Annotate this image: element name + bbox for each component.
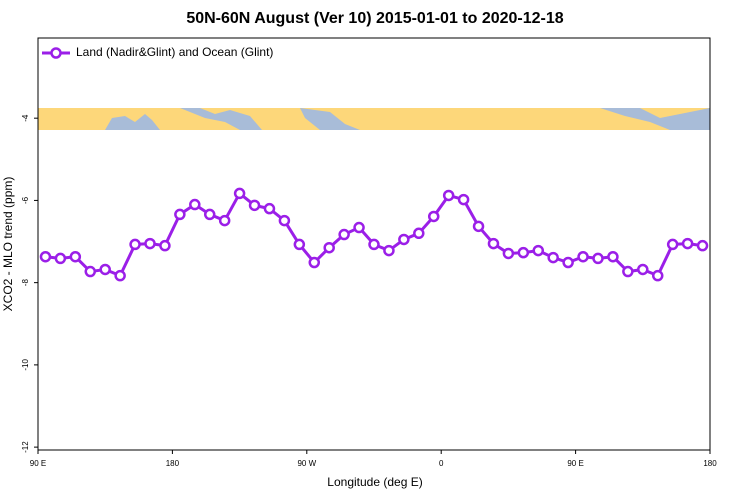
data-point	[293, 238, 306, 251]
series-line	[45, 191, 703, 278]
data-point	[681, 237, 694, 250]
data-point	[308, 256, 321, 269]
data-point	[577, 250, 589, 263]
data-point	[622, 265, 634, 278]
y-tick-label: -8	[21, 279, 30, 287]
y-tick-label: -4	[21, 114, 30, 122]
y-tick-label: -10	[21, 359, 30, 371]
data-point	[218, 214, 231, 227]
plot-frame	[37, 37, 711, 451]
data-point	[666, 238, 679, 251]
data-point	[562, 256, 574, 269]
x-tick-label: 0	[439, 459, 444, 468]
data-point	[84, 265, 97, 278]
data-point	[144, 237, 156, 250]
data-point	[457, 193, 470, 206]
x-tick-label: 180	[166, 459, 180, 468]
data-point	[637, 263, 649, 276]
data-point	[398, 233, 410, 246]
legend: Land (Nadir&Glint) and Ocean (Glint)	[42, 45, 273, 59]
data-point	[607, 250, 619, 263]
x-tick-label: 90 E	[567, 459, 583, 468]
data-point	[517, 246, 530, 259]
legend-label: Land (Nadir&Glint) and Ocean (Glint)	[76, 45, 273, 59]
data-point	[54, 252, 67, 265]
data-point	[547, 251, 559, 264]
data-point	[532, 244, 545, 257]
x-tick-label: 180	[703, 459, 717, 468]
data-point	[114, 269, 126, 282]
data-point	[592, 252, 604, 265]
data-point	[442, 189, 455, 202]
data-point	[129, 238, 141, 251]
data-point	[189, 198, 201, 211]
data-point	[263, 202, 276, 215]
data-point	[174, 208, 186, 221]
data-point	[39, 250, 52, 263]
legend-marker	[50, 47, 62, 59]
data-point	[203, 208, 216, 221]
data-point	[248, 199, 261, 212]
data-point	[472, 220, 485, 233]
y-axis-label: XCO2 - MLO trend (ppm)	[1, 177, 15, 312]
data-point	[278, 214, 291, 227]
y-tick-label: -12	[21, 441, 30, 453]
x-tick-label: 90 W	[297, 459, 316, 468]
data-point	[233, 187, 246, 200]
data-point	[651, 269, 664, 282]
data-point	[383, 244, 395, 257]
data-point	[353, 221, 365, 234]
data-point	[487, 237, 500, 250]
data-point	[696, 239, 709, 252]
y-tick-label: -6	[21, 196, 30, 204]
data-point	[159, 239, 171, 252]
data-point	[427, 210, 440, 223]
data-point	[338, 228, 350, 241]
data-point	[69, 250, 82, 263]
data-point	[368, 238, 380, 251]
data-point	[323, 241, 335, 254]
data-point	[502, 247, 515, 260]
x-axis-label: Longitude (deg E)	[327, 475, 422, 489]
x-tick-label: 90 E	[30, 459, 46, 468]
map-strip	[38, 108, 710, 130]
data-point	[413, 227, 425, 240]
data-point	[99, 263, 111, 276]
chart-title: 50N-60N August (Ver 10) 2015-01-01 to 20…	[186, 10, 563, 27]
